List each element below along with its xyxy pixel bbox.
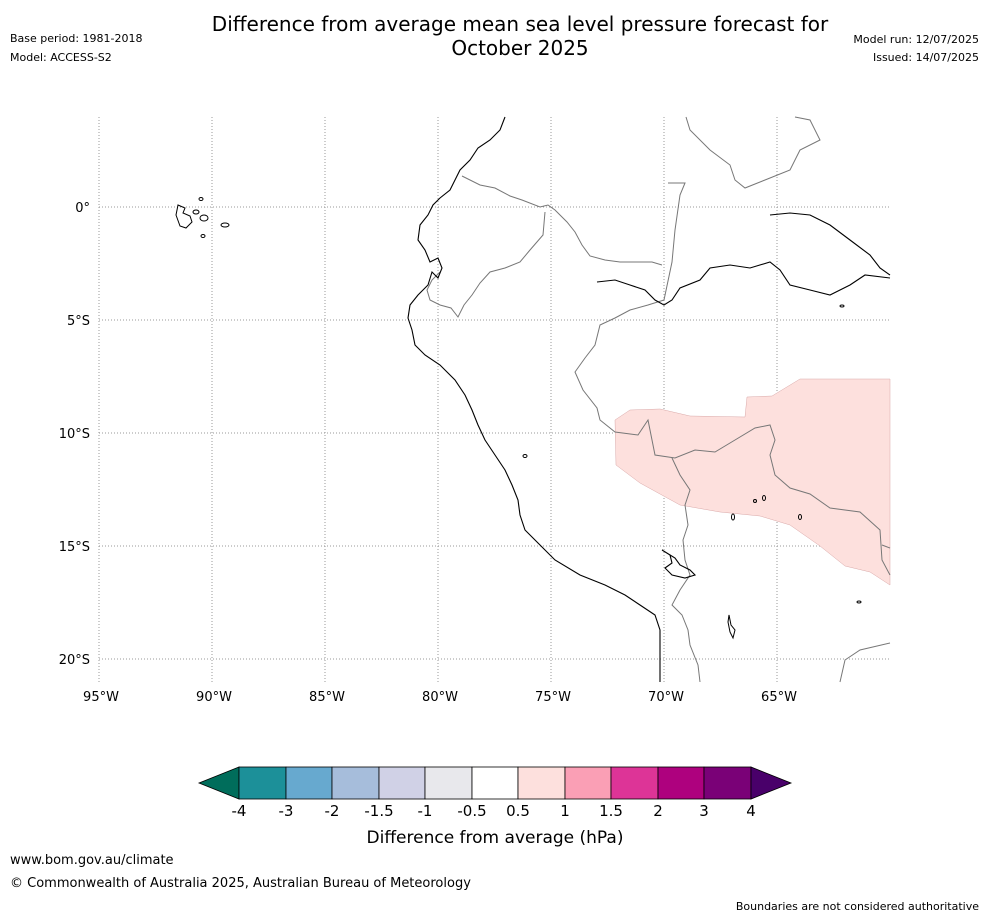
base-period-text: Base period: 1981-2018: [10, 32, 143, 45]
lake-2: [731, 513, 735, 521]
colorbar-box-8: [564, 766, 612, 800]
island-santiago: [192, 209, 200, 215]
lake-3: [762, 495, 766, 501]
lon-label-80w: 80°W: [422, 690, 458, 705]
footer-url[interactable]: www.bom.gov.au/climate: [10, 853, 174, 868]
small-lakes: [522, 304, 862, 640]
colorbar-arrow-high: [750, 766, 793, 800]
colorbar-tick: -0.5: [457, 802, 486, 820]
boundary-peru-bolivia: [671, 457, 701, 683]
colorbar-tick: 1.5: [599, 802, 623, 820]
lon-label-70w: 70°W: [648, 690, 684, 705]
lake-titicaca: [661, 549, 697, 579]
boundary-bolivia-brazil-east: [881, 544, 891, 549]
colorbar-tick: 3: [699, 802, 709, 820]
colorbar-tick: -2: [325, 802, 340, 820]
colorbar-tick: -1: [418, 802, 433, 820]
model-text: Model: ACCESS-S2: [10, 51, 112, 64]
colorbar-box-9: [610, 766, 659, 800]
lon-label-65w: 65°W: [761, 690, 797, 705]
colorbar-arrow-low: [197, 766, 240, 800]
lon-label-95w: 95°W: [83, 690, 119, 705]
colorbar-box-2: [285, 766, 333, 800]
lake-4: [753, 499, 757, 503]
colorbar-box-5: [424, 766, 473, 800]
colorbar-tick: 2: [653, 802, 663, 820]
map-title: Difference from average mean sea level p…: [180, 12, 860, 60]
island-espanola: [200, 234, 206, 238]
lon-label-90w: 90°W: [196, 690, 232, 705]
colorbar-box-10: [657, 766, 705, 800]
boundary-colombia-brazil: [663, 182, 686, 301]
country-boundaries: [426, 116, 891, 683]
title-line-1: Difference from average mean sea level p…: [211, 12, 829, 36]
colorbar-tick: 1: [560, 802, 570, 820]
anomaly-region: [614, 378, 891, 586]
colorbar-tick: 4: [746, 802, 756, 820]
model-run-text: Model run: 12/07/2025: [853, 33, 979, 46]
longitude-labels: 95°W 90°W 85°W 80°W 75°W 70°W 65°W: [83, 690, 797, 705]
galapagos-islands: [175, 197, 230, 238]
lat-label-20s: 20°S: [59, 653, 90, 668]
lat-label-15s: 15°S: [59, 540, 90, 555]
longitude-gridlines: [98, 117, 778, 682]
colorbar-box-1: [238, 766, 287, 800]
colorbar-box-7: [517, 766, 566, 800]
colorbar-box-4: [378, 766, 426, 800]
lake-7: [839, 304, 845, 308]
island-genovesa: [198, 197, 204, 201]
colorbar: -4 -3 -2 -1.5 -1 -0.5 0.5 1 1.5 2 3 4 Di…: [197, 766, 793, 848]
footer-disclaimer: Boundaries are not considered authoritat…: [735, 900, 979, 913]
boundary-bolivia-chile: [839, 642, 891, 683]
colorbar-tick: -4: [232, 802, 247, 820]
boundary-peru-brazil: [574, 299, 891, 576]
colorbar-box-3: [331, 766, 380, 800]
boundary-colombia-venezuela: [685, 116, 821, 189]
boundary-colombia-ecuador: [461, 175, 663, 266]
lake-poopo: [727, 614, 736, 640]
lake-1: [522, 454, 528, 458]
river-north-bank: [769, 212, 891, 276]
lake-5: [798, 514, 802, 520]
footer-copyright: © Commonwealth of Australia 2025, Austra…: [10, 876, 471, 891]
colorbar-tick: 0.5: [506, 802, 530, 820]
lake-6: [856, 600, 862, 604]
island-santa-cruz: [199, 214, 209, 222]
lat-label-5s: 5°S: [67, 314, 90, 329]
boundary-ecuador-peru: [426, 211, 546, 318]
colorbar-title: Difference from average (hPa): [367, 828, 624, 848]
colorbar-box-11: [703, 766, 752, 800]
colorbar-box-6: [471, 766, 519, 800]
lat-label-10s: 10°S: [59, 427, 90, 442]
lon-label-85w: 85°W: [309, 690, 345, 705]
colorbar-tick: -3: [279, 802, 294, 820]
amazon-river-coast: [596, 261, 891, 306]
latitude-labels: 0° 5°S 10°S 15°S 20°S: [59, 201, 90, 668]
issued-text: Issued: 14/07/2025: [872, 51, 979, 64]
coastline: [407, 116, 891, 682]
island-isabela: [175, 204, 193, 229]
pacific-coast: [407, 116, 661, 682]
lon-label-75w: 75°W: [535, 690, 571, 705]
lat-label-0: 0°: [75, 201, 90, 216]
colorbar-tick: -1.5: [364, 802, 393, 820]
title-line-2: October 2025: [451, 36, 589, 60]
island-san-cristobal: [220, 222, 230, 228]
